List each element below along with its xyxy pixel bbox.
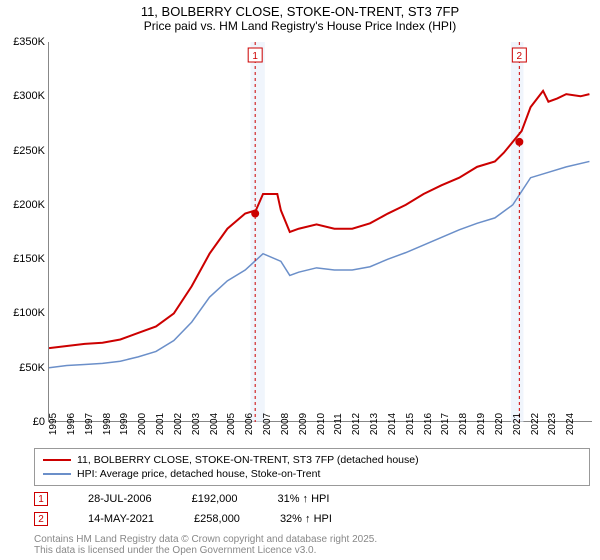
x-axis-tick: 2018 <box>458 413 469 435</box>
sale-date-1: 28-JUL-2006 <box>88 493 152 505</box>
legend-swatch-hpi <box>43 473 71 475</box>
svg-text:2: 2 <box>517 51 523 62</box>
x-axis-tick: 2002 <box>173 413 184 435</box>
footer-line-2: This data is licensed under the Open Gov… <box>34 545 377 556</box>
x-axis-tick: 2007 <box>262 413 273 435</box>
x-axis-tick: 2013 <box>369 413 380 435</box>
legend-row-hpi: HPI: Average price, detached house, Stok… <box>43 467 581 481</box>
y-axis-tick: £200K <box>13 199 45 211</box>
legend-label-hpi: HPI: Average price, detached house, Stok… <box>77 468 320 480</box>
x-axis-tick: 2015 <box>405 413 416 435</box>
x-axis-tick: 2011 <box>333 413 344 435</box>
y-axis-tick: £350K <box>13 36 45 48</box>
chart-svg: 12 <box>49 42 593 422</box>
x-axis-tick: 2006 <box>244 413 255 435</box>
legend-box: 11, BOLBERRY CLOSE, STOKE-ON-TRENT, ST3 … <box>34 448 590 486</box>
x-axis-tick: 2021 <box>512 413 523 435</box>
x-axis-tick: 2004 <box>209 413 220 435</box>
x-axis-tick: 2012 <box>351 413 362 435</box>
x-axis-tick: 2009 <box>298 413 309 435</box>
sale-price-2: £258,000 <box>194 513 240 525</box>
x-axis-tick: 2017 <box>440 413 451 435</box>
x-axis-tick: 2024 <box>565 413 576 435</box>
x-axis-tick: 2023 <box>547 413 558 435</box>
sale-row-1: 1 28-JUL-2006 £192,000 31% ↑ HPI <box>34 492 329 506</box>
x-axis-tick: 2020 <box>494 413 505 435</box>
legend-row-property: 11, BOLBERRY CLOSE, STOKE-ON-TRENT, ST3 … <box>43 453 581 467</box>
legend-label-property: 11, BOLBERRY CLOSE, STOKE-ON-TRENT, ST3 … <box>77 454 419 466</box>
x-axis-tick: 2016 <box>423 413 434 435</box>
chart-plot-area: 12 <box>48 42 592 422</box>
sale-row-2: 2 14-MAY-2021 £258,000 32% ↑ HPI <box>34 512 332 526</box>
y-axis-tick: £50K <box>19 362 45 374</box>
footer-line-1: Contains HM Land Registry data © Crown c… <box>34 534 377 545</box>
y-axis-tick: £100K <box>13 307 45 319</box>
chart-subtitle: Price paid vs. HM Land Registry's House … <box>0 19 600 35</box>
x-axis-tick: 1997 <box>84 413 95 435</box>
x-axis-tick: 2008 <box>280 413 291 435</box>
x-axis-tick: 2019 <box>476 413 487 435</box>
sale-price-1: £192,000 <box>192 493 238 505</box>
sale-delta-2: 32% ↑ HPI <box>280 513 332 525</box>
x-axis-tick: 2010 <box>316 413 327 435</box>
x-axis-tick: 2000 <box>137 413 148 435</box>
footer-text: Contains HM Land Registry data © Crown c… <box>34 534 377 556</box>
x-axis-tick: 1996 <box>66 413 77 435</box>
y-axis-tick: £150K <box>13 253 45 265</box>
legend-swatch-property <box>43 459 71 462</box>
y-axis-tick: £0 <box>33 416 45 428</box>
y-axis-tick: £250K <box>13 145 45 157</box>
x-axis-tick: 2001 <box>155 413 166 435</box>
sale-marker-1: 1 <box>34 492 48 506</box>
sale-delta-1: 31% ↑ HPI <box>277 493 329 505</box>
y-axis-tick: £300K <box>13 90 45 102</box>
x-axis-tick: 1995 <box>48 413 59 435</box>
sale-marker-2: 2 <box>34 512 48 526</box>
x-axis-tick: 2022 <box>530 413 541 435</box>
svg-text:1: 1 <box>252 51 258 62</box>
x-axis-tick: 1998 <box>102 413 113 435</box>
x-axis-tick: 2003 <box>191 413 202 435</box>
sale-date-2: 14-MAY-2021 <box>88 513 154 525</box>
x-axis-tick: 2005 <box>226 413 237 435</box>
x-axis-tick: 1999 <box>119 413 130 435</box>
chart-title: 11, BOLBERRY CLOSE, STOKE-ON-TRENT, ST3 … <box>0 0 600 19</box>
x-axis-tick: 2014 <box>387 413 398 435</box>
